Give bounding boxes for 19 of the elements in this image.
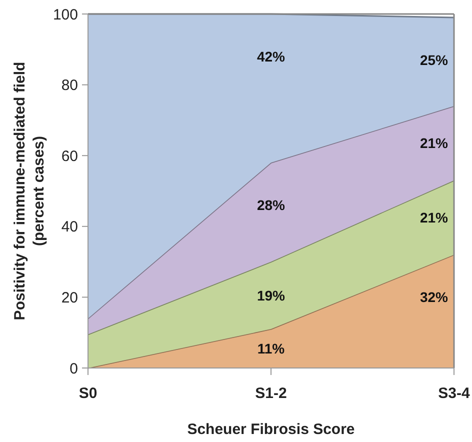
data-label: 11% [257, 340, 286, 356]
x-tick-label: S1-2 [255, 385, 287, 402]
data-label: 32% [420, 289, 449, 306]
data-label: 21% [420, 209, 449, 226]
y-tick-label: 100 [52, 6, 78, 24]
data-label: 21% [420, 135, 449, 152]
x-axis-title: Scheuer Fibrosis Score [187, 421, 355, 438]
data-label: 28% [256, 197, 286, 214]
data-label: 25% [420, 52, 449, 68]
y-axis-title: Positivity for immune-mediated field (percent cases) [12, 62, 48, 320]
data-label: 19% [256, 287, 286, 304]
x-tick-label: S0 [78, 385, 98, 402]
y-tick-label: 40 [61, 218, 78, 236]
y-tick-label: 80 [61, 77, 78, 94]
y-tick-label: 60 [61, 148, 78, 165]
x-tick-label: S3-4 [438, 385, 470, 402]
y-tick-label: 0 [70, 360, 78, 378]
data-label: 42% [256, 48, 286, 64]
y-tick-label: 20 [61, 289, 78, 306]
